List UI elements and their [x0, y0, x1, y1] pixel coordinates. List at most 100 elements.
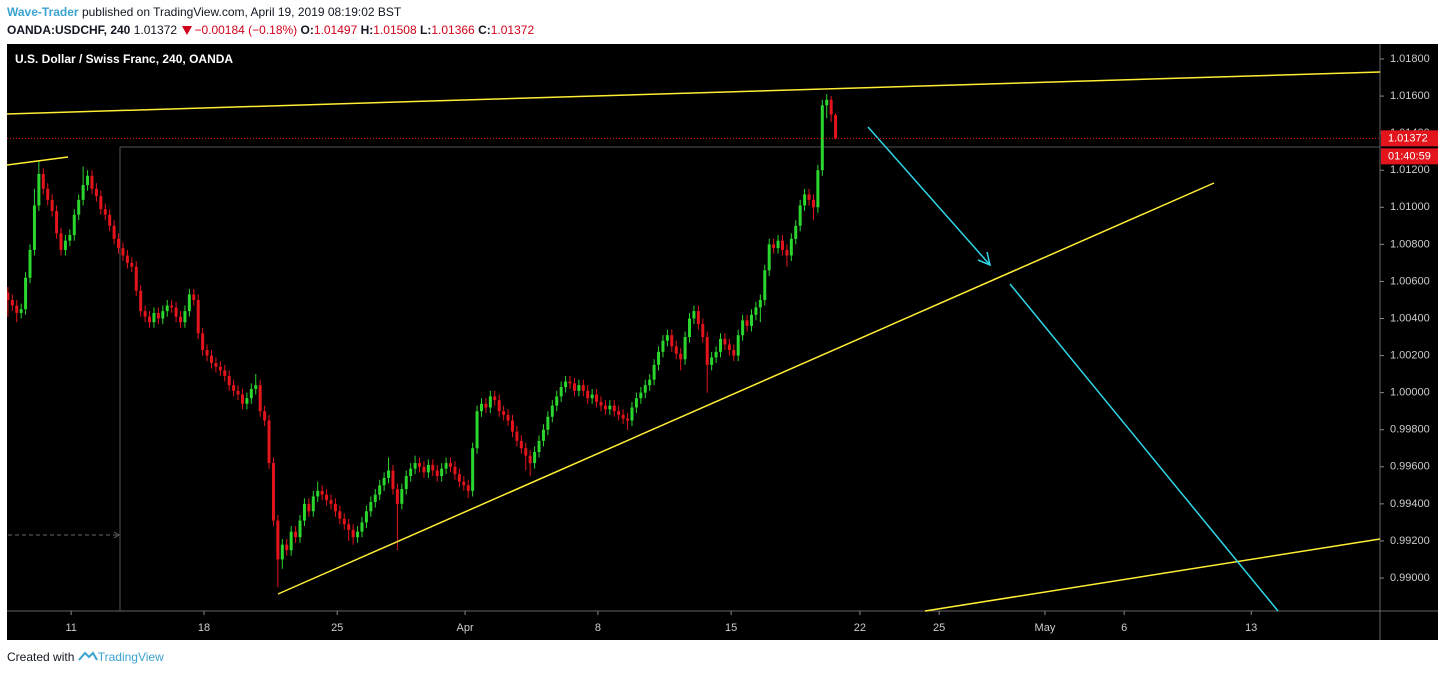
brand[interactable]: TradingView [97, 650, 164, 664]
candle-body [705, 337, 709, 365]
candle-body [316, 490, 320, 497]
candle-body [603, 405, 607, 410]
candle-body [351, 529, 355, 538]
y-tick-label: 0.99000 [1390, 572, 1430, 584]
candle-body [298, 520, 302, 538]
footer-text: Created with [7, 650, 75, 664]
trend-line [924, 538, 1381, 612]
candle-body [404, 476, 408, 490]
candle-body [488, 396, 492, 408]
candle-body [617, 411, 621, 415]
candle-body [325, 494, 329, 501]
y-tick-label: 1.01000 [1390, 201, 1430, 213]
ohlc-value: 1.01372 [490, 23, 535, 37]
candle-body [798, 205, 802, 226]
last-price: 1.01372 [133, 23, 178, 37]
candle-body [329, 500, 333, 504]
candle-body [692, 311, 696, 319]
candle-body [696, 311, 700, 325]
projection-arrow [867, 126, 991, 266]
candle-body [347, 524, 351, 530]
candle-body [294, 531, 298, 538]
candle-body [152, 312, 156, 323]
candle-body [289, 531, 293, 551]
candle-body [342, 518, 346, 525]
candle-body [453, 466, 457, 475]
candle-body [112, 225, 116, 239]
candle-body [192, 294, 196, 300]
y-tick-label: 0.99400 [1390, 498, 1430, 510]
candle-body [72, 214, 76, 236]
y-tick-label: 1.00000 [1390, 387, 1430, 399]
candle-body [232, 385, 236, 391]
candle-body [183, 311, 187, 323]
candle-body [378, 485, 382, 495]
candle-body [395, 489, 399, 504]
x-tick-label: 18 [198, 622, 210, 634]
candle-body [506, 414, 510, 421]
ohlc-value: 1.01497 [313, 23, 358, 37]
candle-body [86, 175, 90, 186]
candle-body [493, 396, 497, 401]
candle-body [130, 262, 134, 267]
candle-body [68, 235, 72, 241]
y-tick-label: 1.00600 [1390, 275, 1430, 287]
ohlc-label: C: [478, 23, 491, 37]
candle-body [736, 335, 740, 356]
candle-body [245, 398, 249, 404]
candle-body [223, 370, 227, 376]
candle-body [125, 255, 129, 263]
ohlc-label: O: [300, 23, 314, 37]
candle-body [46, 188, 50, 200]
candle-body [608, 405, 612, 410]
y-tick-label: 0.99200 [1390, 535, 1430, 547]
candle-body [634, 398, 638, 408]
candle-body [741, 320, 745, 336]
candle-body [834, 115, 838, 139]
candle-body [683, 337, 687, 360]
candle-body [657, 351, 661, 365]
candle-body [179, 316, 183, 323]
change: −0.00184 (−0.18%) [194, 23, 298, 37]
candle-body [825, 99, 829, 106]
countdown: 01:40:59 [1388, 150, 1431, 162]
drawings [7, 71, 1381, 612]
candle-body [15, 305, 19, 313]
candle-body [475, 411, 479, 449]
candle-body [462, 481, 466, 486]
candle-body [28, 249, 32, 278]
candle-body [382, 477, 386, 486]
candle-body [816, 170, 820, 208]
down-arrow [182, 26, 193, 35]
candle-body [413, 463, 417, 469]
x-tick-label: May [1035, 622, 1056, 634]
candle-body [373, 494, 377, 503]
range-frame [8, 146, 1380, 611]
ohlc-value: 1.01508 [373, 23, 417, 37]
candle-body [302, 503, 306, 521]
candle-body [643, 385, 647, 393]
author[interactable]: Wave-Trader [7, 5, 79, 19]
x-tick-label: 6 [1121, 622, 1127, 634]
candle-body [466, 485, 470, 491]
candle-body [360, 522, 364, 532]
candle-body [435, 470, 439, 477]
candle-body [170, 305, 174, 308]
candle-body [568, 381, 572, 384]
ohlc-value: 1.01366 [431, 23, 475, 37]
trend-line [7, 71, 1381, 115]
candle-body [550, 405, 554, 417]
candle-body [444, 463, 448, 469]
countdown-box [1381, 148, 1438, 165]
chart-background [7, 44, 1438, 640]
candle-body [555, 396, 559, 406]
candle-body [196, 299, 200, 334]
candle-body [285, 544, 289, 551]
candle-body [449, 463, 453, 467]
y-tick-label: 1.01600 [1390, 90, 1430, 102]
candle-body [161, 311, 165, 319]
candle-body [665, 335, 669, 341]
y-tick-label: 1.01800 [1390, 53, 1430, 65]
candle-body [50, 199, 54, 212]
ohlc-label: H: [360, 23, 374, 37]
